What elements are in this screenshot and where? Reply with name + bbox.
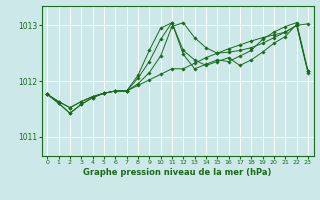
X-axis label: Graphe pression niveau de la mer (hPa): Graphe pression niveau de la mer (hPa) bbox=[84, 168, 272, 177]
